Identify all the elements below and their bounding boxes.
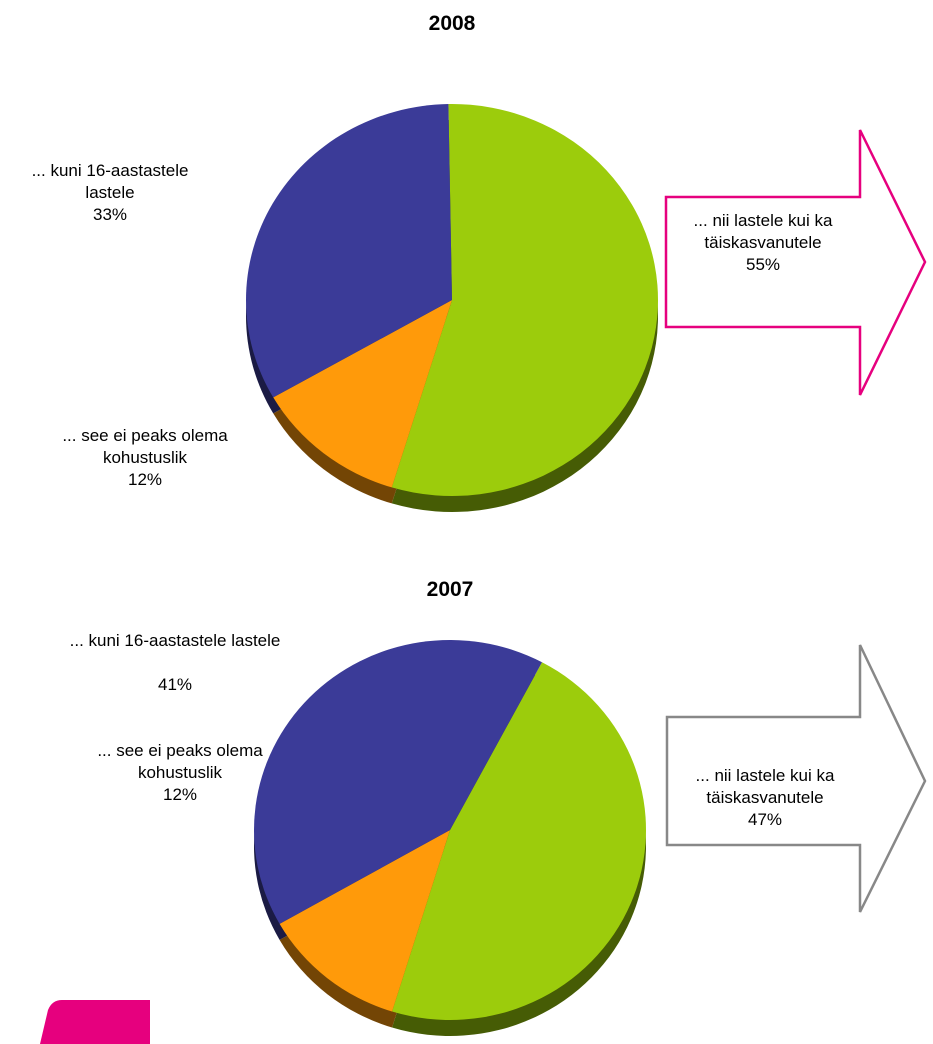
slice-value: 12% [162, 785, 198, 804]
pie-slice [392, 662, 647, 1020]
slice-label: ... kuni 16-aastastele lastele [31, 161, 189, 202]
slice-value: 47% [747, 810, 783, 829]
pie-slice [253, 639, 543, 924]
pie-slice [279, 830, 450, 1012]
logo-shape [40, 1000, 150, 1044]
slice-value: 55% [745, 255, 781, 274]
pie-slice [273, 300, 452, 488]
pie-slice [391, 104, 658, 497]
slice-value: 12% [127, 470, 163, 489]
slice-value: 41% [157, 675, 193, 694]
callout-arrow [665, 644, 927, 913]
slice-label: ... see ei peaks olema kohustuslik [62, 426, 228, 467]
slice-label: ... kuni 16-aastastele lastele [69, 631, 281, 650]
slice-label: ... nii lastele kui ka täiskasvanutele [693, 211, 833, 252]
chart-title: 2008 [428, 12, 476, 35]
callout-arrow [664, 129, 927, 396]
slice-label: ... nii lastele kui ka täiskasvanutele [695, 766, 835, 807]
slice-value: 33% [92, 205, 128, 224]
slice-label: ... see ei peaks olema kohustuslik [97, 741, 263, 782]
pie-slice [245, 104, 452, 398]
chart-title: 2007 [426, 578, 474, 601]
